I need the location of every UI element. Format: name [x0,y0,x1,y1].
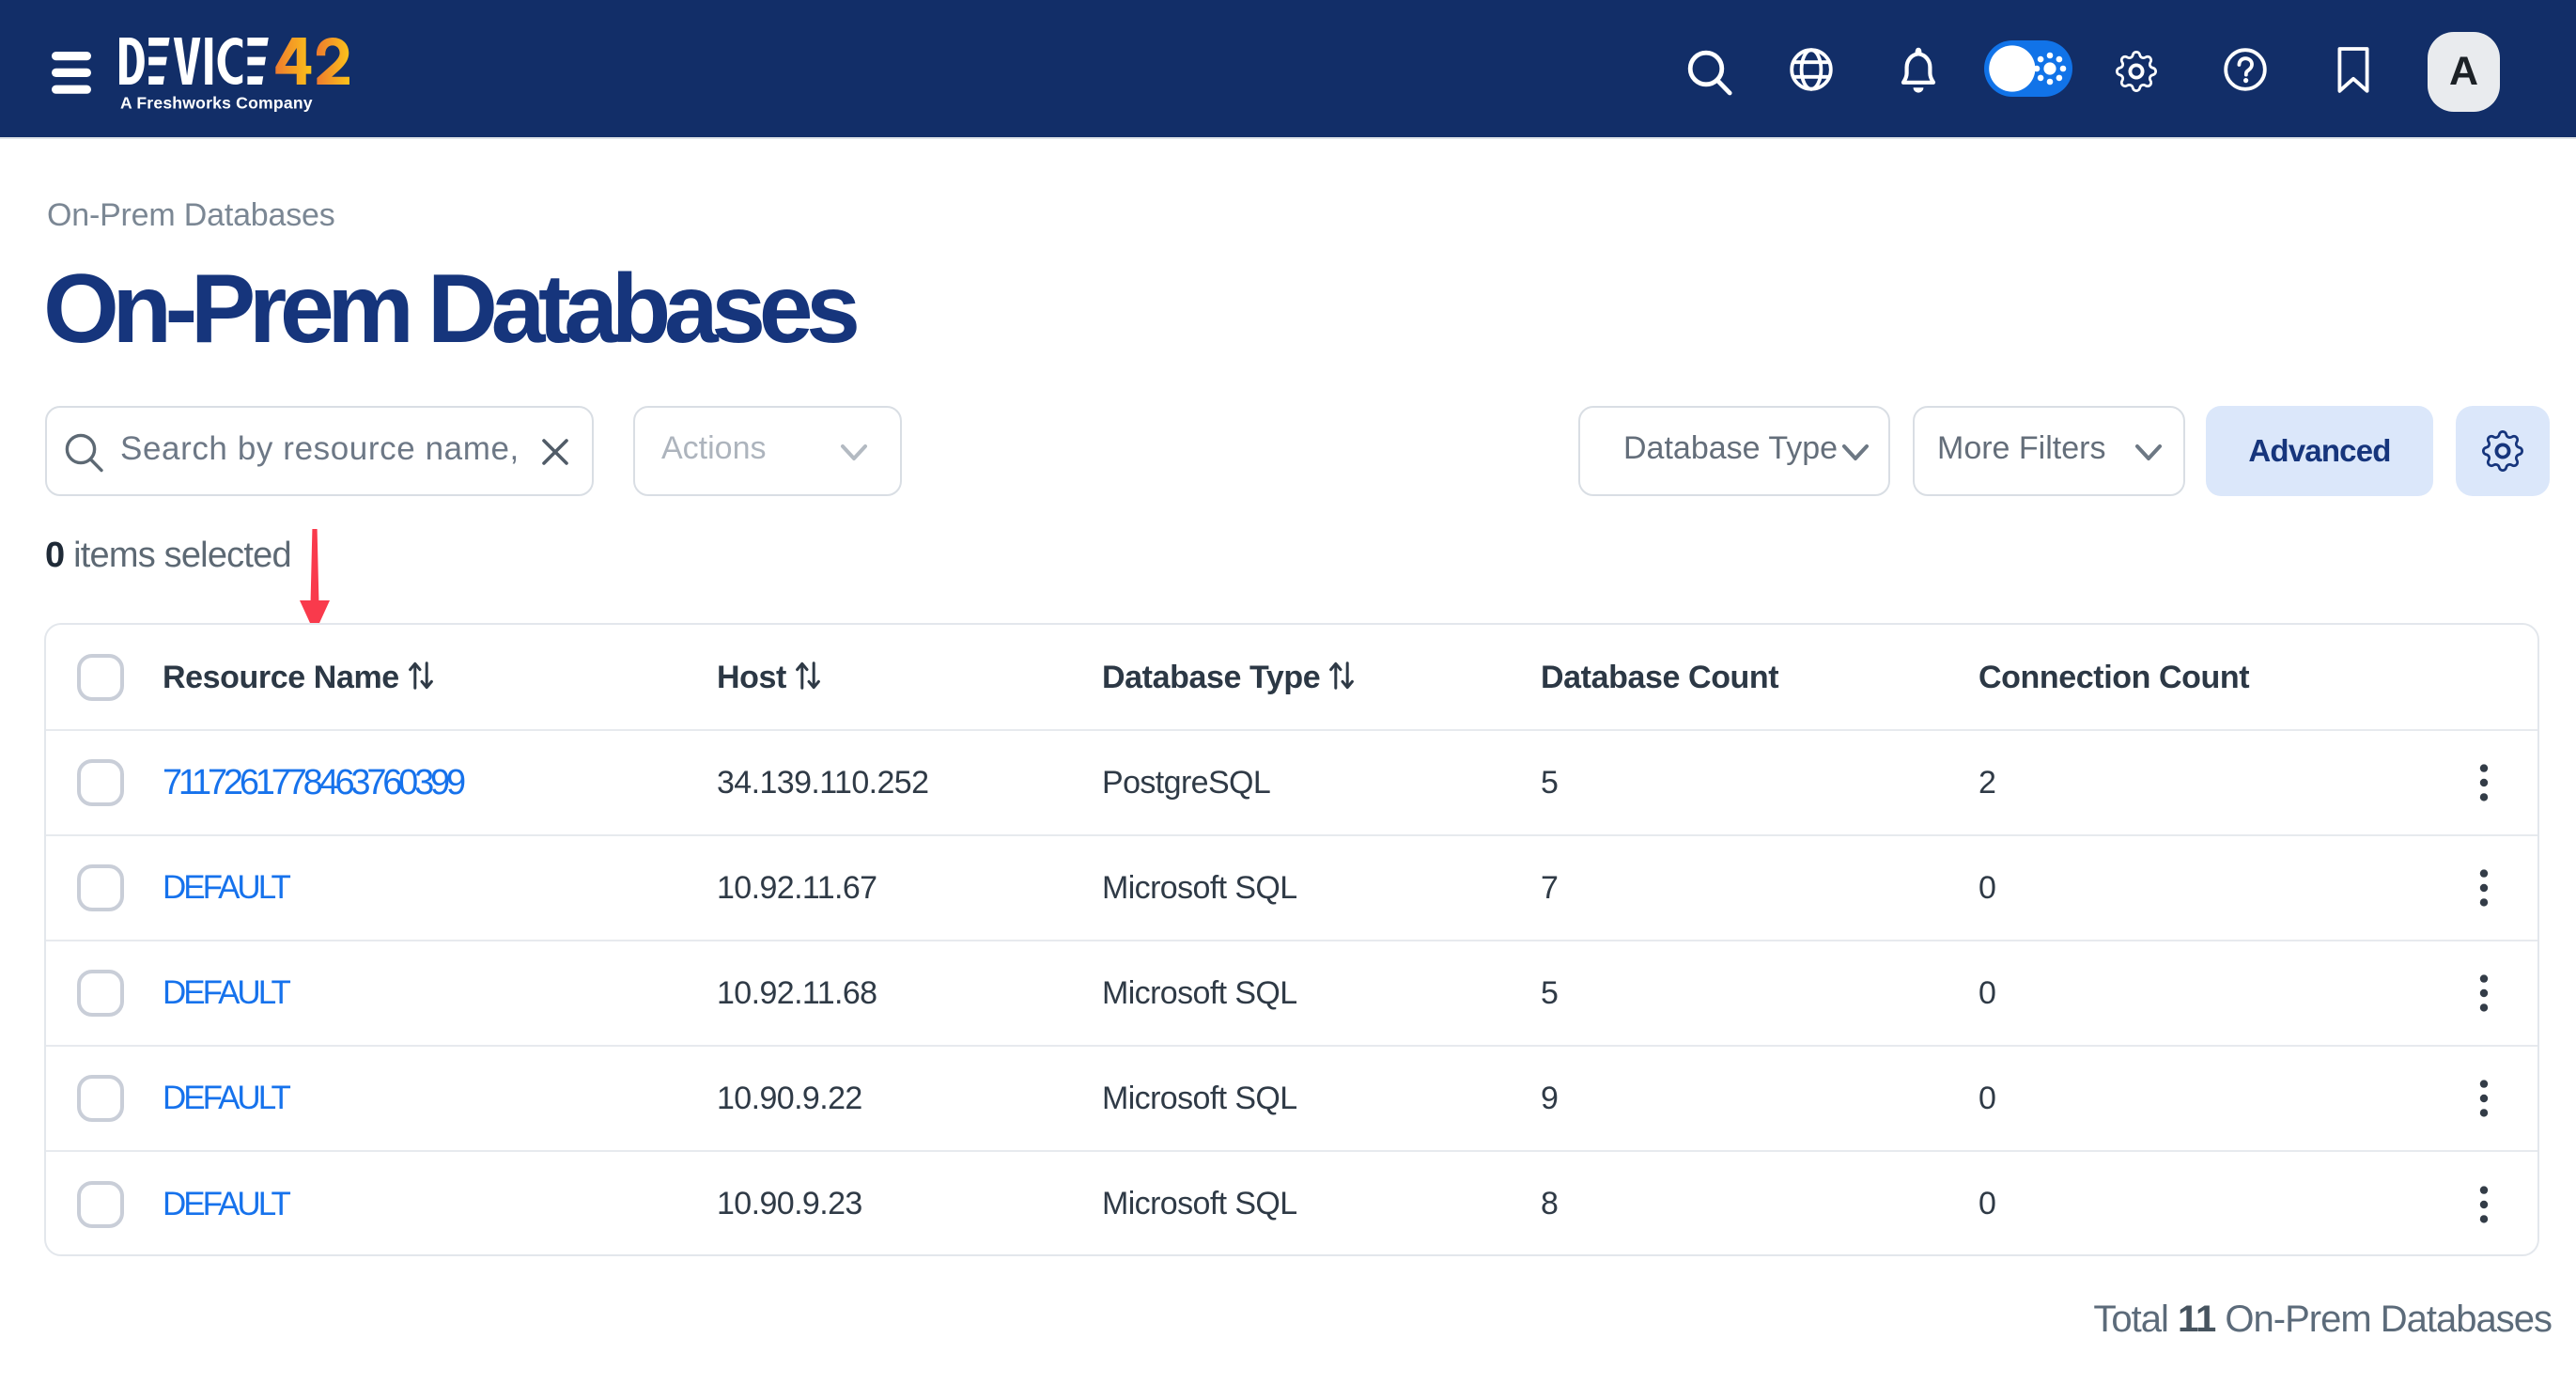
svg-text:A Freshworks Company: A Freshworks Company [120,94,313,113]
